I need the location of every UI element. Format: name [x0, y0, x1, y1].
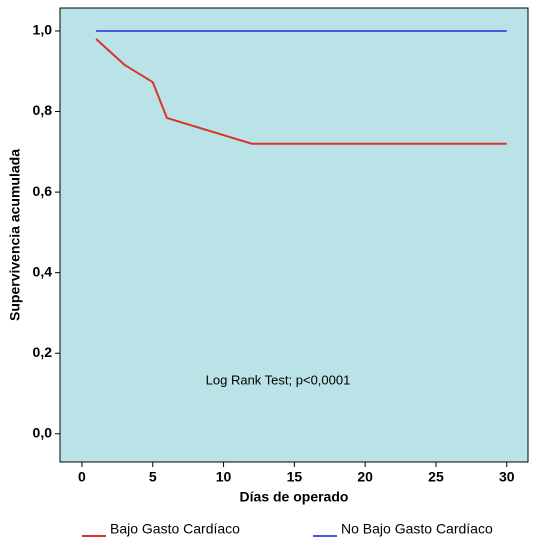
y-tick-label: 0,2 [33, 344, 53, 360]
legend-label: No Bajo Gasto Cardíaco [341, 521, 493, 537]
y-tick-label: 0,8 [33, 102, 53, 118]
x-tick-label: 0 [78, 469, 86, 485]
y-tick-label: 0,4 [33, 263, 53, 279]
plot-area [59, 7, 529, 463]
x-tick-label: 30 [499, 469, 515, 485]
y-tick-label: 0,6 [33, 183, 53, 199]
y-tick-label: 0,0 [33, 425, 53, 441]
x-tick-label: 20 [357, 469, 373, 485]
x-tick-label: 10 [216, 469, 232, 485]
series-line [95, 38, 507, 145]
legend-label: Bajo Gasto Cardíaco [110, 521, 240, 537]
annotation: Log Rank Test; p<0,0001 [206, 372, 351, 387]
x-tick-label: 15 [287, 469, 303, 485]
x-tick-label: 5 [149, 469, 157, 485]
x-axis-title: Días de operado [240, 489, 349, 505]
x-tick-label: 25 [428, 469, 444, 485]
y-axis-title: Supervivencia acumulada [7, 149, 23, 321]
y-tick-label: 1,0 [33, 22, 53, 38]
